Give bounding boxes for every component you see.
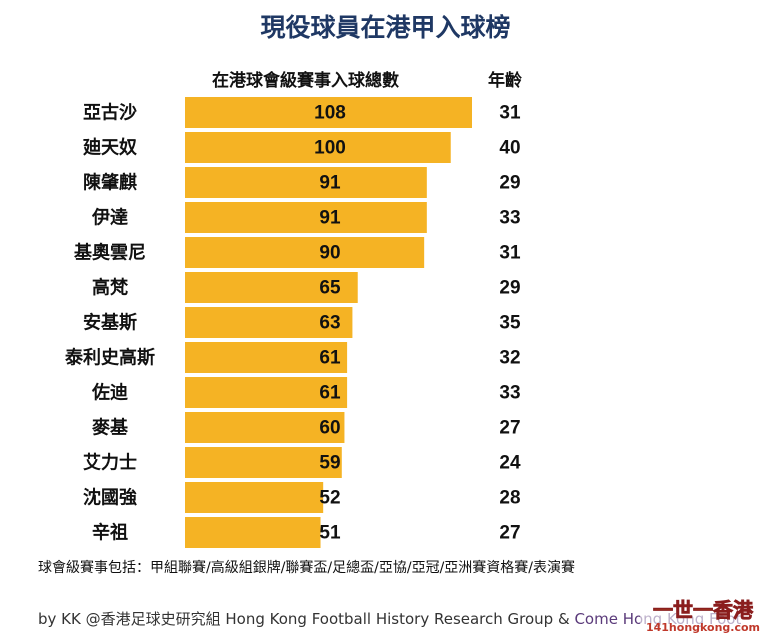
bar [185, 237, 425, 268]
goals-value-label: 61 [319, 348, 341, 369]
chart-title: 現役球員在港甲入球榜 [260, 13, 511, 42]
bar [185, 342, 348, 373]
goals-value-label: 91 [319, 208, 341, 229]
age-value-label: 35 [499, 313, 521, 334]
bar [185, 447, 342, 478]
player-name-label: 亞古沙 [83, 102, 137, 124]
player-name-label: 伊達 [91, 207, 128, 229]
goals-value-label: 65 [319, 278, 341, 299]
bar [185, 272, 358, 303]
goals-value-label: 90 [319, 243, 340, 264]
age-value-label: 32 [499, 348, 520, 369]
player-name-label: 安基斯 [83, 312, 137, 334]
age-value-label: 28 [499, 488, 520, 509]
player-name-label: 沈國強 [83, 487, 137, 509]
bar [185, 307, 353, 338]
competition-footnote: 球會級賽事包括：甲組聯賽/高級組銀牌/聯賽盃/足總盃/亞協/亞冠/亞洲賽資格賽/… [38, 560, 576, 576]
bar [185, 202, 427, 233]
player-name-label: 高梵 [92, 277, 129, 299]
bar [185, 97, 472, 128]
age-value-label: 33 [499, 383, 520, 404]
age-column-header: 年齡 [488, 71, 522, 91]
goals-value-label: 91 [319, 173, 341, 194]
goals-value-label: 52 [319, 488, 340, 509]
player-name-label: 麥基 [91, 417, 129, 439]
goals-value-label: 100 [314, 138, 346, 159]
player-name-label: 佐迪 [91, 382, 128, 404]
player-name-label: 廸天奴 [82, 137, 137, 159]
bar [185, 377, 348, 408]
bar [185, 167, 427, 198]
age-value-label: 29 [499, 278, 520, 299]
watermark-logo: 一世一香港 141hongkong.com [640, 596, 766, 636]
player-name-label: 泰利史高斯 [64, 347, 155, 369]
player-name-label: 艾力士 [83, 452, 137, 474]
age-value-label: 29 [499, 173, 520, 194]
watermark-url: 141hongkong.com [646, 621, 760, 634]
age-value-label: 31 [499, 103, 521, 124]
age-value-label: 24 [499, 453, 521, 474]
age-value-label: 33 [499, 208, 520, 229]
player-name-label: 辛祖 [92, 522, 128, 544]
goals-column-header: 在港球會級賽事入球總數 [212, 71, 399, 91]
age-value-label: 27 [499, 418, 520, 439]
age-value-label: 27 [499, 523, 520, 544]
goals-value-label: 51 [319, 523, 341, 544]
bar [185, 517, 321, 548]
bar [185, 482, 324, 513]
bar [185, 412, 345, 443]
credit-line: by KK @香港足球史研究組 Hong Kong Football Histo… [38, 608, 741, 629]
player-name-label: 陳肇麒 [83, 172, 137, 194]
goals-value-label: 63 [319, 313, 340, 334]
bar-chart: 亞古沙 108 31 廸天奴 100 40 陳肇麒 91 29 伊達 91 33 基奧雲尼 90 31 高梵 6… [64, 97, 521, 548]
goals-value-label: 59 [319, 453, 340, 474]
player-name-label: 基奧雲尼 [73, 242, 146, 264]
watermark-title: 一世一香港 [653, 598, 754, 622]
goals-value-label: 60 [319, 418, 340, 439]
credit-text: by KK @香港足球史研究組 Hong Kong Football Histo… [38, 610, 575, 628]
age-value-label: 40 [499, 138, 520, 159]
bar [185, 132, 451, 163]
age-value-label: 31 [499, 243, 521, 264]
goals-value-label: 108 [314, 103, 346, 124]
goals-value-label: 61 [319, 383, 341, 404]
